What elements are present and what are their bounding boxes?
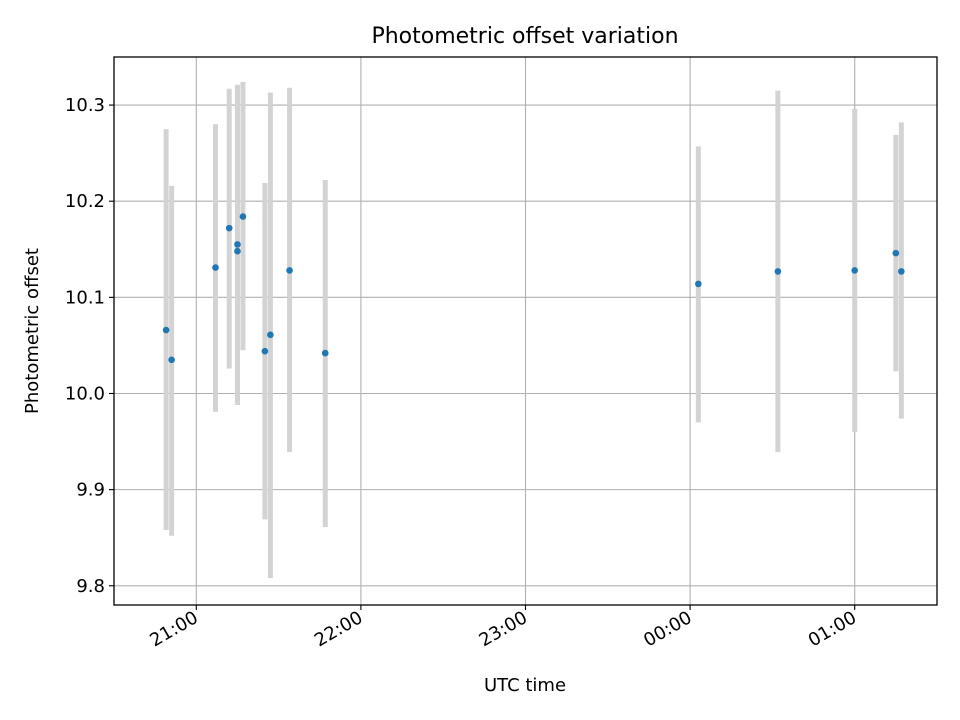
plot-area — [113, 56, 938, 606]
data-point — [774, 268, 782, 275]
y-tick-label: 9.8 — [76, 576, 105, 597]
data-point — [239, 213, 247, 220]
y-axis-label: Photometric offset — [22, 248, 43, 414]
data-point — [162, 326, 170, 334]
y-tick-label: 10.2 — [65, 191, 105, 212]
data-point — [261, 347, 269, 355]
y-tick-label: 9.9 — [76, 480, 105, 501]
data-point — [321, 349, 329, 357]
data-point — [234, 247, 241, 255]
data-point — [286, 267, 293, 274]
data-points — [162, 213, 905, 364]
data-point — [267, 331, 274, 339]
data-point — [234, 241, 241, 248]
y-gridlines — [114, 104, 937, 587]
data-point — [212, 264, 219, 271]
chart-title: Photometric offset variation — [371, 24, 678, 49]
x-axis-label: UTC time — [484, 675, 566, 696]
data-point — [225, 224, 233, 232]
data-point — [851, 267, 858, 274]
data-point — [892, 249, 900, 257]
y-tick-label: 10.3 — [65, 95, 105, 116]
y-tick-label: 10.1 — [65, 287, 105, 308]
data-point — [695, 280, 702, 288]
y-axis-ticks: 9.8 9.9 10.0 10.1 10.2 10.3 — [65, 95, 114, 597]
data-point — [168, 356, 175, 364]
data-point — [898, 268, 905, 275]
y-tick-label: 10.0 — [65, 383, 105, 404]
